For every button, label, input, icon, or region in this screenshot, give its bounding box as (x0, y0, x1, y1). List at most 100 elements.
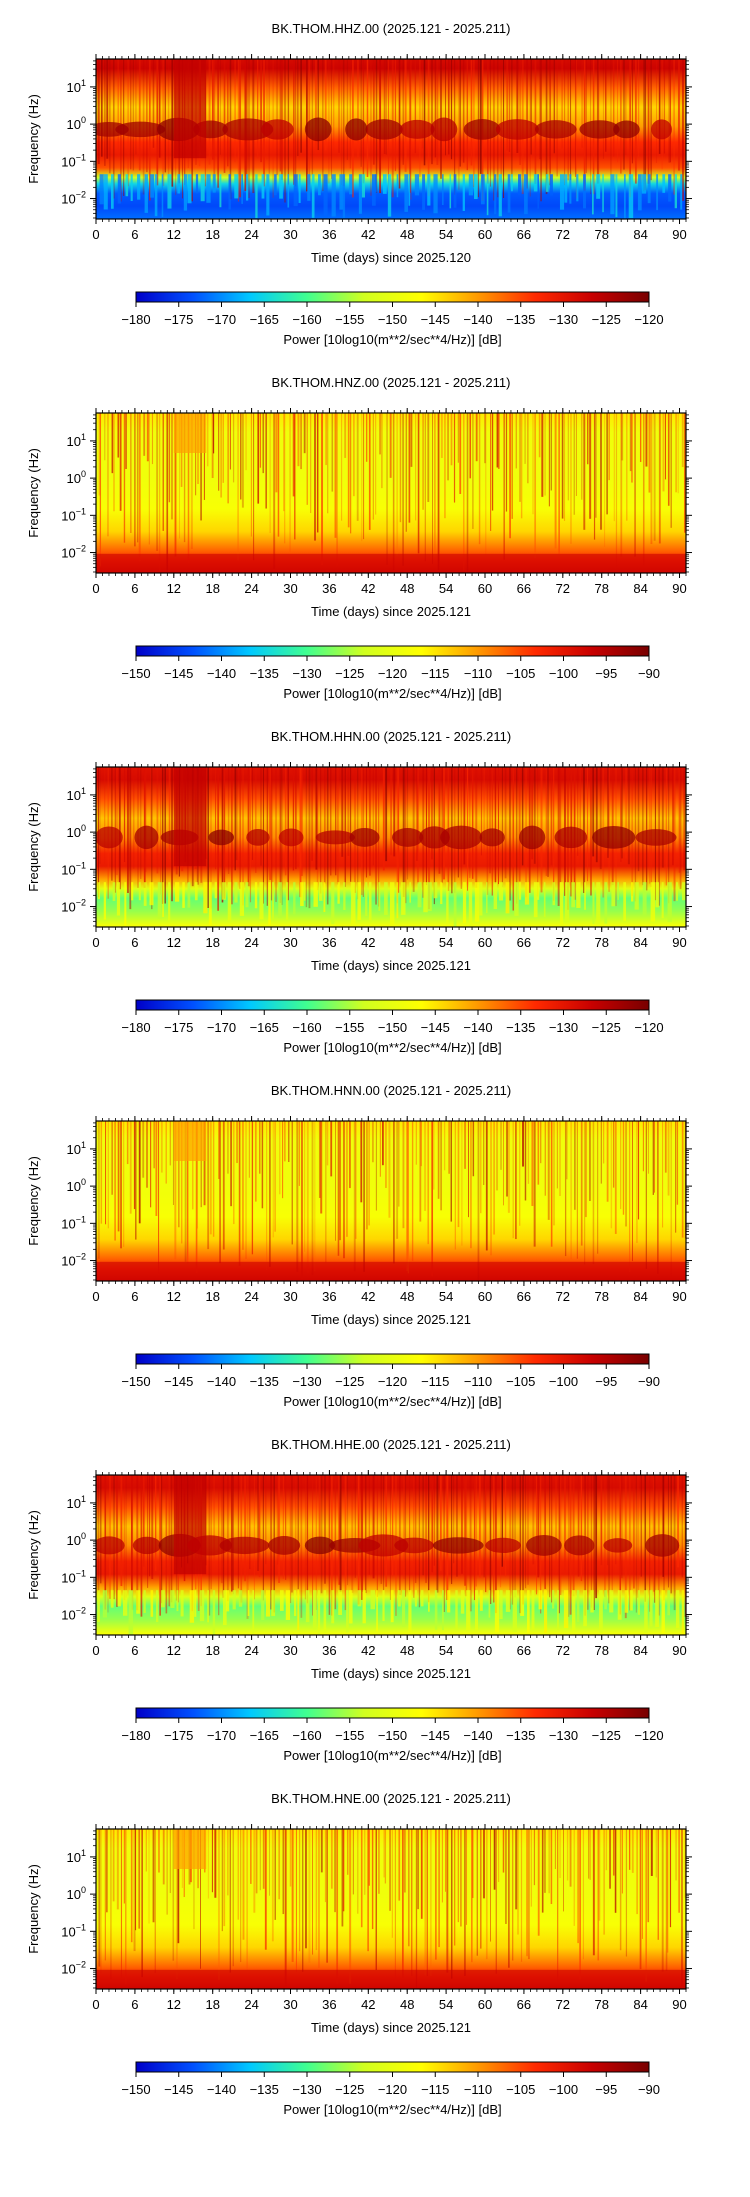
spectral-streak (600, 413, 602, 530)
x-tick-label: 78 (594, 1997, 608, 2012)
spectral-streak (160, 1121, 163, 1173)
colorbar-tick-label: −135 (506, 1728, 535, 1743)
spectral-streak (404, 1475, 407, 1597)
spectral-streak (620, 767, 622, 862)
spectral-streak (444, 413, 446, 519)
spectral-streak (598, 59, 600, 177)
low-freq-band (199, 1590, 205, 1622)
spectral-streak (391, 1829, 393, 1938)
spectral-streak (475, 413, 478, 462)
spectral-streak (126, 767, 129, 894)
low-freq-band (576, 1590, 580, 1623)
spectral-streak (351, 1475, 354, 1593)
spectral-streak (318, 1121, 321, 1198)
spectral-streak (398, 1829, 401, 1901)
spectral-streak (445, 1829, 446, 1892)
low-freq-band (514, 882, 519, 917)
spectral-streak (643, 59, 645, 192)
spectral-streak (613, 1829, 615, 1876)
x-tick-label: 66 (517, 1289, 531, 1304)
low-freq-band (382, 1590, 385, 1622)
low-freq-band (212, 1590, 216, 1635)
spectral-streak (608, 1475, 610, 1604)
spectral-streak (305, 767, 308, 908)
low-freq-band (268, 882, 271, 926)
spectral-streak (195, 413, 197, 496)
low-freq-band (402, 1590, 406, 1627)
low-freq-band (479, 882, 483, 916)
spectral-streak (507, 1121, 510, 1213)
spectral-streak (518, 767, 521, 882)
colorbar-label: Power [10log10(m**2/sec**4/Hz)] [dB] (283, 1748, 501, 1763)
spectral-streak (336, 767, 339, 885)
anomaly-block (173, 1475, 207, 1575)
spectral-streak (512, 767, 514, 911)
colorbar-tick-label: −140 (463, 1728, 492, 1743)
low-freq-band (524, 882, 530, 905)
spectral-streak (588, 1829, 590, 1879)
spectral-streak (621, 1475, 623, 1579)
spectral-streak (289, 1829, 292, 1887)
x-tick-label: 42 (361, 1289, 375, 1304)
spectral-streak (372, 767, 374, 866)
spectral-streak (315, 1829, 318, 1951)
spectral-streak (274, 1121, 276, 1232)
colorbar-tick-label: −95 (595, 2082, 617, 2097)
colorbar-tick-label: −135 (506, 312, 535, 327)
low-freq-band (358, 174, 362, 214)
spectral-streak (636, 1829, 638, 1915)
spectral-streak (444, 1121, 446, 1171)
spectral-streak (585, 59, 587, 174)
spectral-streak (242, 1829, 245, 1940)
low-freq-band (661, 882, 664, 919)
spectral-streak (589, 1121, 591, 1201)
x-tick-label: 90 (672, 227, 686, 242)
spectral-streak (268, 59, 270, 174)
spectral-streak (276, 59, 278, 175)
low-freq-band (468, 174, 474, 196)
spectral-streak (268, 1829, 270, 1896)
spectral-streak (453, 413, 456, 503)
spectral-streak (563, 413, 566, 521)
spectral-streak (678, 767, 681, 873)
low-freq-band (610, 174, 615, 215)
spectral-streak (149, 1121, 152, 1208)
spectral-streak (106, 59, 109, 159)
low-freq-band (498, 174, 502, 217)
spectral-streak (341, 767, 344, 857)
microseism-blob (391, 827, 424, 847)
spectral-streak (125, 1475, 127, 1598)
spectral-streak (368, 1475, 370, 1575)
spectral-streak (352, 1829, 354, 1895)
spectral-streak (299, 1829, 301, 1952)
low-freq-band (123, 1590, 128, 1616)
spectral-streak (249, 1475, 251, 1570)
x-tick-label: 78 (594, 227, 608, 242)
spectral-streak (239, 767, 241, 889)
low-freq-band (494, 1590, 500, 1633)
spectral-streak (438, 1829, 440, 1948)
microseism-blob (430, 117, 458, 142)
colorbar-tick-label: −120 (634, 312, 663, 327)
colorbar-tick-label: −170 (207, 1020, 236, 1035)
x-tick-label: 24 (244, 1289, 258, 1304)
spectral-streak (441, 1829, 443, 1903)
spectral-streak (107, 1121, 109, 1229)
microseism-blob (535, 120, 577, 139)
spectral-streak (506, 1121, 508, 1197)
spectral-streak (258, 1475, 261, 1578)
low-freq-band (680, 174, 683, 210)
spectral-streak (620, 59, 622, 174)
spectral-streak (298, 1121, 300, 1186)
spectral-streak (493, 1475, 495, 1603)
spectral-streak (384, 1829, 387, 1884)
spectral-streak (311, 767, 313, 861)
colorbar-tick-label: −125 (592, 1728, 621, 1743)
low-freq-band (227, 882, 232, 921)
spectral-streak (559, 1121, 561, 1196)
heatmap-cells (96, 59, 686, 219)
spectral-streak (509, 767, 511, 901)
spectral-streak (440, 1121, 442, 1211)
spectral-streak (140, 767, 142, 880)
x-tick-label: 84 (633, 581, 647, 596)
